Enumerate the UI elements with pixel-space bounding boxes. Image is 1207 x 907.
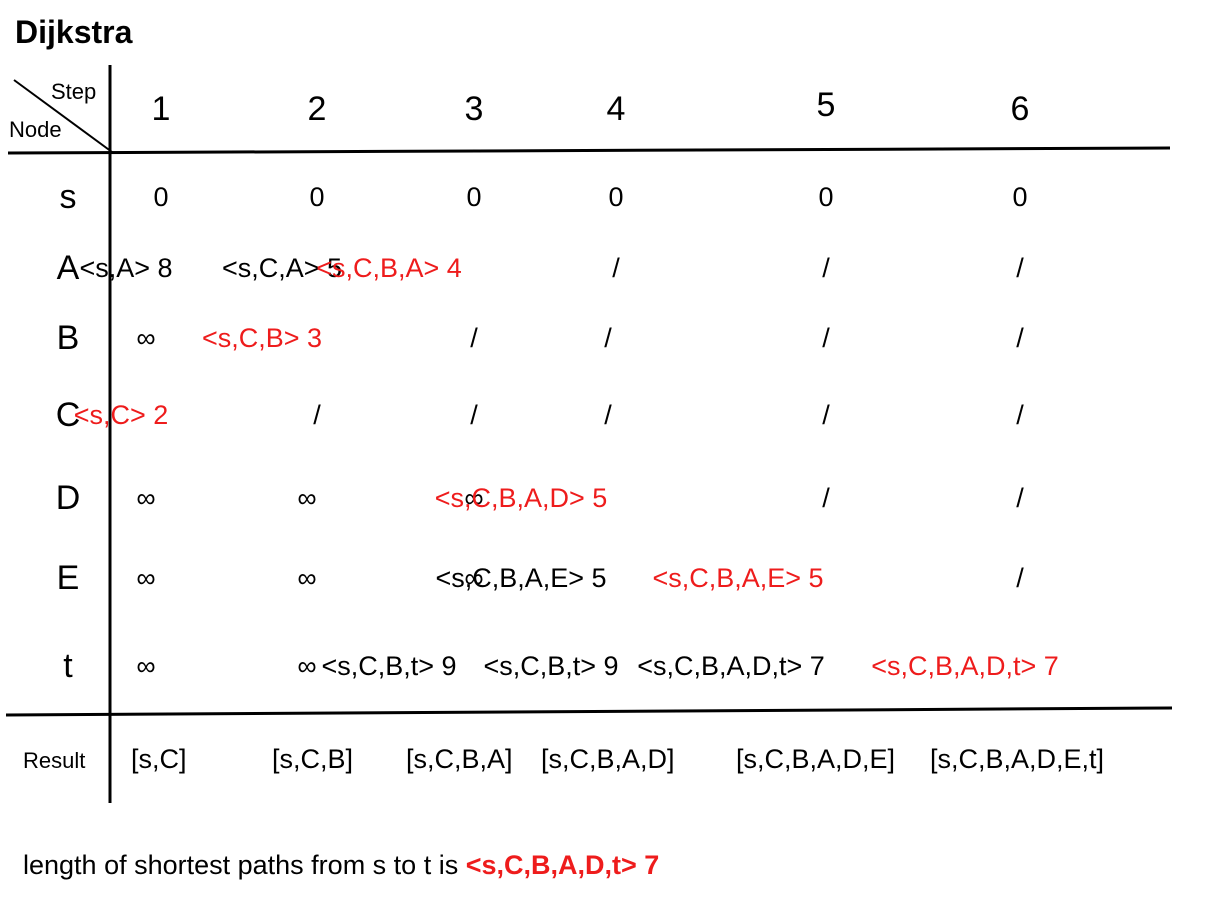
table-cell: / [1016,253,1024,283]
table-cell: / [822,483,830,513]
table-cell: / [604,400,612,430]
table-cell: <s,C,B,A,E> 5 [435,563,607,593]
table-cell: ∞ [297,651,317,681]
table-cell: <s,C,B,t> 9 [483,651,619,681]
result-value: [s,C,B,A,D] [541,744,675,774]
table-cell: ∞ [297,483,317,513]
node-label-E: E [56,559,80,597]
footer-summary: length of shortest paths from s to t is … [23,852,659,879]
result-value: [s,C,B,A,D,E,t] [930,744,1105,774]
node-label-t: t [63,647,73,685]
footer-text: length of shortest paths from s to t is [23,850,466,880]
table-cell: / [1016,400,1024,430]
table-cell: / [1016,483,1024,513]
node-label-A: A [56,249,80,287]
table-cell: <s,C,B,A,D,t> 7 [637,651,825,681]
table-cell: / [604,323,612,353]
table-cell: / [1016,323,1024,353]
table-cell: <s,C,B> 3 [201,323,323,353]
table-cell: <s,C,B,A,E> 5 [652,563,824,593]
page-title: Dijkstra [15,14,133,50]
table-cell: 0 [1012,182,1028,212]
table-cell: 0 [818,182,834,212]
table-cell: / [612,253,620,283]
step-number-1: 1 [151,90,171,128]
header-underline [7,146,1171,155]
table-cell: ∞ [464,483,484,513]
table-cell: / [313,400,321,430]
footer-answer: <s,C,B,A,D,t> 7 [465,850,660,880]
step-header-label: Step [51,79,97,104]
table-cell: <s,C,B,t> 9 [321,651,457,681]
table-cell: / [470,400,478,430]
table-cell: / [822,400,830,430]
node-label-B: B [56,319,80,357]
header-diagonal-line [13,79,113,153]
table-cell: <s,C,B,A> 4 [316,253,462,283]
step-number-3: 3 [464,90,484,128]
table-cell: 0 [466,182,482,212]
table-cell: ∞ [136,651,156,681]
table-cell: ∞ [136,563,156,593]
result-divider-line [5,706,1173,717]
result-value: [s,C] [131,744,187,774]
node-label-s: s [59,178,77,216]
table-cell: / [822,253,830,283]
table-cell: ∞ [297,563,317,593]
table-cell: ∞ [136,483,156,513]
table-cell: ∞ [464,563,484,593]
table-cell: <s,C,B,A,D> 5 [434,483,608,513]
node-label-D: D [55,479,81,517]
table-cell: <s,A> 8 [79,253,173,283]
table-cell: 0 [153,182,169,212]
table-cell: / [822,323,830,353]
result-value: [s,C,B,A,D,E] [736,744,896,774]
table-cell: 0 [608,182,624,212]
table-cell: 0 [309,182,325,212]
step-number-4: 4 [606,90,626,128]
node-label-C: C [55,396,81,434]
step-number-5: 5 [816,86,836,124]
table-cell: ∞ [136,323,156,353]
table-cell: <s,C,A> 5 [221,253,343,283]
table-cell: <s,C,B,A,D,t> 7 [871,651,1059,681]
node-header-label: Node [9,117,62,142]
table-cell: <s,C> 2 [73,400,169,430]
step-number-2: 2 [307,90,327,128]
result-label: Result [23,748,86,773]
table-cell: / [1016,563,1024,593]
table-cell: / [470,323,478,353]
result-value: [s,C,B,A] [406,744,513,774]
result-value: [s,C,B] [272,744,354,774]
step-number-6: 6 [1010,90,1030,128]
